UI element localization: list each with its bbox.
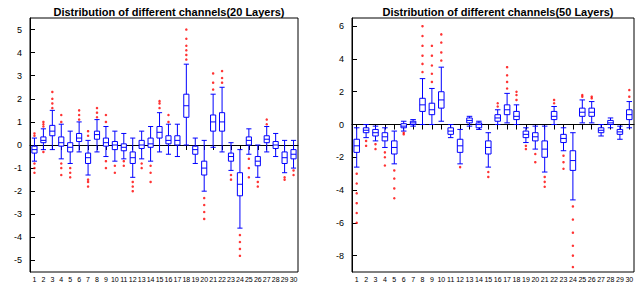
- svg-text:17: 17: [503, 276, 511, 283]
- svg-text:30: 30: [625, 276, 633, 283]
- svg-text:Distribution of different chan: Distribution of different channels(50 La…: [382, 6, 613, 18]
- svg-text:-4: -4: [336, 185, 344, 195]
- svg-text:25: 25: [245, 276, 253, 283]
- svg-text:-2: -2: [336, 152, 344, 162]
- svg-text:23: 23: [560, 276, 568, 283]
- svg-text:25: 25: [578, 276, 586, 283]
- svg-text:29: 29: [616, 276, 624, 283]
- svg-text:22: 22: [550, 276, 558, 283]
- svg-text:14: 14: [147, 276, 155, 283]
- svg-text:6: 6: [77, 276, 81, 283]
- svg-text:4: 4: [59, 276, 63, 283]
- svg-text:8: 8: [95, 276, 99, 283]
- svg-text:1: 1: [355, 276, 359, 283]
- svg-text:28: 28: [607, 276, 615, 283]
- svg-text:3: 3: [374, 276, 378, 283]
- svg-text:16: 16: [165, 276, 173, 283]
- svg-text:14: 14: [475, 276, 483, 283]
- svg-text:Distribution of different chan: Distribution of different channels(20 La…: [53, 6, 284, 18]
- svg-text:21: 21: [541, 276, 549, 283]
- svg-text:-3: -3: [14, 209, 22, 219]
- svg-text:2: 2: [41, 276, 45, 283]
- svg-text:27: 27: [597, 276, 605, 283]
- svg-text:3: 3: [50, 276, 54, 283]
- svg-text:4: 4: [383, 276, 387, 283]
- svg-text:1: 1: [33, 276, 37, 283]
- svg-text:6: 6: [339, 21, 344, 31]
- svg-text:-2: -2: [14, 186, 22, 196]
- svg-text:18: 18: [513, 276, 521, 283]
- svg-text:30: 30: [290, 276, 298, 283]
- svg-text:16: 16: [494, 276, 502, 283]
- svg-text:1: 1: [17, 117, 22, 127]
- svg-text:15: 15: [156, 276, 164, 283]
- svg-text:-5: -5: [14, 255, 22, 265]
- svg-text:19: 19: [522, 276, 530, 283]
- svg-text:20: 20: [200, 276, 208, 283]
- svg-text:15: 15: [484, 276, 492, 283]
- svg-text:2: 2: [17, 94, 22, 104]
- svg-text:20: 20: [531, 276, 539, 283]
- svg-text:2: 2: [339, 87, 344, 97]
- svg-text:11: 11: [447, 276, 454, 283]
- svg-text:13: 13: [466, 276, 474, 283]
- svg-text:5: 5: [17, 25, 22, 35]
- svg-text:23: 23: [227, 276, 235, 283]
- svg-text:0: 0: [339, 120, 344, 130]
- svg-text:26: 26: [254, 276, 262, 283]
- svg-text:9: 9: [430, 276, 434, 283]
- svg-text:9: 9: [104, 276, 108, 283]
- svg-text:5: 5: [68, 276, 72, 283]
- svg-text:13: 13: [138, 276, 146, 283]
- svg-text:27: 27: [263, 276, 271, 283]
- svg-text:29: 29: [281, 276, 289, 283]
- svg-text:-6: -6: [336, 218, 344, 228]
- svg-text:18: 18: [182, 276, 190, 283]
- svg-text:21: 21: [209, 276, 217, 283]
- svg-text:2: 2: [364, 276, 368, 283]
- svg-text:4: 4: [339, 54, 344, 64]
- svg-text:4: 4: [17, 48, 22, 58]
- svg-text:24: 24: [236, 276, 244, 283]
- svg-text:8: 8: [421, 276, 425, 283]
- svg-text:3: 3: [17, 71, 22, 81]
- svg-text:11: 11: [120, 276, 127, 283]
- svg-text:5: 5: [392, 276, 396, 283]
- svg-text:-4: -4: [14, 232, 22, 242]
- svg-text:22: 22: [218, 276, 226, 283]
- svg-text:12: 12: [129, 276, 137, 283]
- svg-text:12: 12: [456, 276, 464, 283]
- svg-text:6: 6: [402, 276, 406, 283]
- svg-text:24: 24: [569, 276, 577, 283]
- svg-text:28: 28: [272, 276, 280, 283]
- svg-text:0: 0: [17, 140, 22, 150]
- svg-text:7: 7: [411, 276, 415, 283]
- svg-text:26: 26: [588, 276, 596, 283]
- svg-text:-1: -1: [14, 163, 22, 173]
- svg-text:19: 19: [191, 276, 199, 283]
- svg-text:10: 10: [111, 276, 119, 283]
- svg-text:7: 7: [86, 276, 90, 283]
- svg-text:-8: -8: [336, 251, 344, 261]
- svg-text:17: 17: [174, 276, 182, 283]
- svg-text:10: 10: [437, 276, 445, 283]
